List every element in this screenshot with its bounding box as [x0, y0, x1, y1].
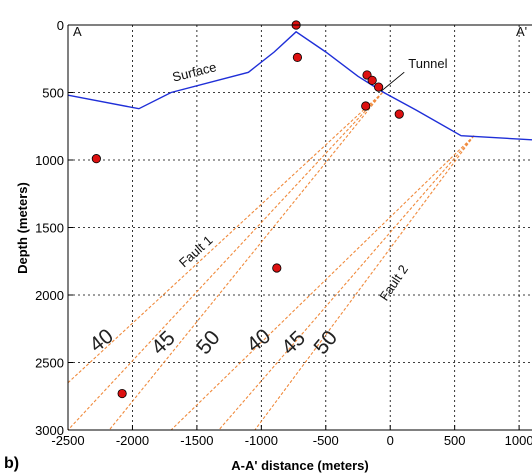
x-axis-title: A-A' distance (meters) [231, 458, 368, 473]
y-tick-label: 2000 [35, 288, 64, 303]
scatter-point [394, 109, 404, 119]
fault-line [218, 135, 475, 430]
x-tick-label: 500 [444, 433, 466, 448]
y-tick-label: 2500 [35, 356, 64, 371]
x-tick-label: -500 [313, 433, 339, 448]
fault-line [68, 92, 383, 430]
dip-angle-label: 40 [243, 324, 276, 357]
scatter-point [374, 82, 384, 92]
dip-angle-label: 45 [147, 327, 180, 360]
scatter-point [292, 52, 303, 63]
y-axis-title: Depth (meters) [15, 182, 30, 274]
y-tick-label: 500 [42, 86, 64, 101]
x-tick-label: 0 [387, 433, 394, 448]
dip-angle-label: 50 [309, 326, 342, 359]
scatter-point [361, 101, 371, 111]
fault-line [170, 135, 475, 430]
panel-label: b) [4, 455, 19, 472]
section-label-right: A' [516, 24, 527, 39]
dip-angle-label: 45 [277, 327, 310, 360]
scatter-point [367, 75, 377, 85]
annotation-label: Tunnel [408, 56, 447, 71]
annotation-label: Surface [171, 59, 218, 84]
surface-line [68, 30, 532, 141]
annotation-pointer [380, 71, 405, 92]
section-label-left: A [73, 24, 82, 39]
annotation-label: Fault 2 [376, 262, 411, 303]
ticks: -2500 -2000 -1500 -1000 -500 0 500 1000 0 500 1000… [35, 18, 532, 448]
scatter-point [117, 388, 127, 399]
y-tick-label: 0 [57, 18, 64, 33]
dip-angle-label: 40 [85, 324, 118, 357]
y-tick-label: 1500 [35, 221, 64, 236]
x-tick-label: -1000 [245, 433, 278, 448]
y-tick-label: 1000 [35, 153, 64, 168]
x-tick-label: -2000 [116, 433, 149, 448]
x-tick-label: -2500 [51, 433, 84, 448]
fault-line [254, 135, 475, 430]
scatter-points [91, 20, 404, 399]
y-tick-label: 3000 [35, 423, 64, 438]
fault-line [68, 92, 383, 384]
scatter-point [91, 154, 101, 164]
scatter-point [272, 263, 282, 273]
fault-line [108, 92, 383, 430]
x-tick-label: -1500 [180, 433, 213, 448]
annotation-label: Fault 1 [176, 232, 216, 270]
fault-lines [68, 92, 475, 430]
x-tick-label: 1000 [505, 433, 532, 448]
grid [68, 25, 532, 430]
surface-series [68, 30, 532, 141]
